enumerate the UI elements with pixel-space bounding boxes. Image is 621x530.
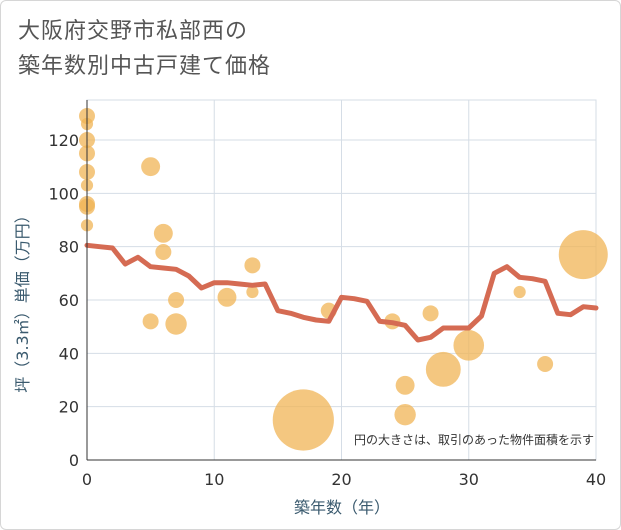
bubble-point [453,330,485,361]
y-tick-label: 0 [69,451,79,470]
bubble-point [141,157,161,177]
chart-title: 大阪府交野市私部西の 築年数別中古戸建て価格 [18,14,538,84]
bubble-point [153,223,173,243]
bubble-size-note: 円の大きさは、取引のあった物件面積を示す [354,432,594,447]
bubble-point [155,243,172,261]
bubble-point [394,403,416,426]
bubble-point [246,285,259,299]
bubble-point [142,313,159,330]
bubble-point [244,257,261,274]
y-tick-label: 40 [59,344,79,363]
bubble-point [422,305,439,322]
y-axis-title: 坪（3.3㎡）単価（万円） [13,207,32,392]
axes: 0 10 20 30 40 0 20 40 60 80 100 120 [48,100,606,489]
x-tick-label: 10 [204,470,224,489]
bubble-point [168,291,185,309]
trend-series [84,242,599,343]
bubble-point [217,287,237,307]
bubble-series [78,107,608,451]
bubble-point [537,355,554,373]
y-tick-label: 120 [48,131,79,150]
x-tick-label: 40 [586,470,606,489]
grid [86,99,597,461]
bubble-point [395,375,415,395]
x-tick-label: 20 [331,470,351,489]
title-line-1: 大阪府交野市私部西の [18,19,249,44]
bubble-point [165,313,187,335]
x-tick-label: 0 [82,470,92,489]
y-tick-label: 60 [59,291,79,310]
bubble-point [425,351,461,387]
title-line-2: 築年数別中古戸建て価格 [18,54,272,79]
y-tick-label: 100 [48,184,79,203]
y-tick-label: 80 [59,238,79,257]
x-tick-label: 30 [459,470,479,489]
x-axis-title: 築年数（年） [294,498,390,517]
bubble-point [513,285,526,299]
y-tick-label: 20 [59,398,79,417]
bubble-point [558,230,608,280]
trend-line [84,242,599,343]
bubble-point [272,389,334,451]
